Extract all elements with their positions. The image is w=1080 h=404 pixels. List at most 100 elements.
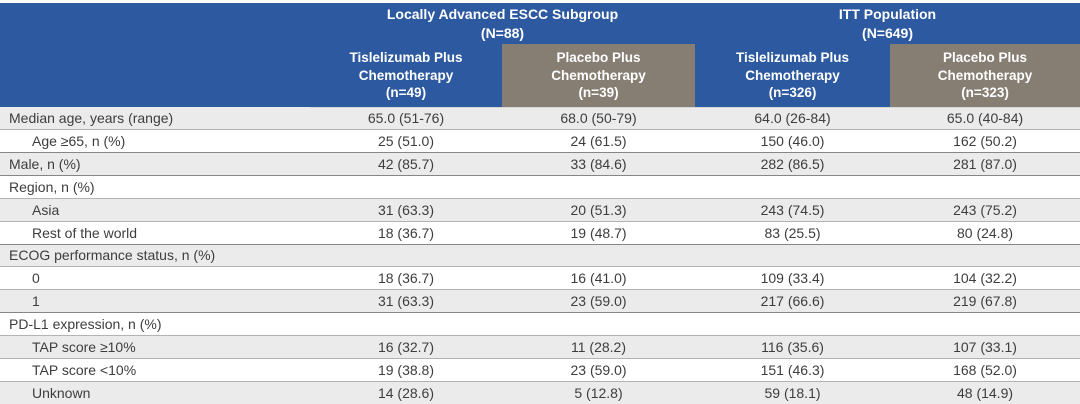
cell-value: 20 (51.3) (502, 197, 696, 222)
cell-value: 162 (50.2) (890, 129, 1080, 153)
cell-value: 19 (48.7) (502, 220, 696, 245)
column-label: Tislelizumab Plus Chemotherapy (735, 50, 850, 83)
row-label: Asia (0, 197, 310, 222)
cell-value: 217 (66.6) (695, 289, 891, 313)
column-n: (n=49) (385, 84, 427, 100)
cell-value: 243 (74.5) (695, 197, 891, 222)
cell-value: 104 (32.2) (890, 266, 1080, 290)
cell-value: 243 (75.2) (890, 197, 1080, 222)
cell-value: 31 (63.3) (310, 197, 502, 222)
cell-value: 48 (14.9) (890, 380, 1080, 404)
group-label: Locally Advanced ESCC Subgroup (386, 5, 619, 22)
table-row-tap-unknown: Unknown 14 (28.6) 5 (12.8) 59 (18.1) 48 … (0, 380, 1080, 404)
table-row-median-age: Median age, years (range) 65.0 (51-76) 6… (0, 107, 1080, 130)
table-row-age-ge-65: Age ≥65, n (%) 25 (51.0) 24 (61.5) 150 (… (0, 129, 1080, 153)
table-header: Locally Advanced ESCC Subgroup (N=88) IT… (0, 3, 1080, 108)
column-label: Placebo Plus Chemotherapy (551, 50, 646, 83)
cell-value: 151 (46.3) (695, 357, 891, 382)
row-label: Age ≥65, n (%) (0, 129, 310, 153)
cell-value: 219 (67.8) (890, 289, 1080, 313)
cell-value (502, 175, 696, 199)
cell-value (310, 175, 502, 199)
corner-cell (0, 3, 310, 107)
row-label: PD-L1 expression, n (%) (0, 312, 310, 336)
group-header-itt-population: ITT Population (N=649) (695, 3, 1080, 44)
cell-value: 83 (25.5) (695, 220, 891, 245)
cell-value: 11 (28.2) (502, 334, 696, 359)
row-label: TAP score <10% (0, 357, 310, 382)
cell-value: 14 (28.6) (310, 380, 502, 404)
row-label: Median age, years (range) (9, 110, 174, 127)
cell-value: 31 (63.3) (310, 289, 502, 313)
cell-value: 80 (24.8) (890, 220, 1080, 245)
table-row-ecog-status: ECOG performance status, n (%) (0, 243, 1080, 267)
cell-value: 18 (36.7) (310, 266, 502, 290)
cell-value: 25 (51.0) (310, 129, 502, 153)
table-row-rest-of-world: Rest of the world 18 (36.7) 19 (48.7) 83… (0, 220, 1080, 245)
cell-value: 64.0 (26-84) (754, 110, 831, 127)
group-n: (N=88) (480, 24, 525, 41)
cell-value: 150 (46.0) (695, 129, 891, 153)
table-body: Median age, years (range) 65.0 (51-76) 6… (0, 107, 1080, 404)
table-row-tap-ge-10: TAP score ≥10% 16 (32.7) 11 (28.2) 116 (… (0, 334, 1080, 359)
group-n: (N=649) (862, 24, 913, 41)
cell-value: 168 (52.0) (890, 357, 1080, 382)
cell-value: 281 (87.0) (890, 152, 1080, 176)
cell-value (502, 243, 696, 267)
cell-value: 107 (33.1) (890, 334, 1080, 359)
cell-value: 65.0 (40-84) (946, 110, 1024, 127)
column-header-placebo-itt: Placebo Plus Chemotherapy (n=323) (890, 44, 1080, 108)
table-row-ecog-0: 0 18 (36.7) 16 (41.0) 109 (33.4) 104 (32… (0, 266, 1080, 290)
row-label: ECOG performance status, n (%) (0, 243, 310, 267)
cell-value (890, 243, 1080, 267)
column-n: (n=326) (768, 84, 817, 100)
table-row-male: Male, n (%) 42 (85.7) 33 (84.6) 282 (86.… (0, 152, 1080, 176)
group-label: ITT Population (838, 5, 937, 22)
cell-value: 23 (59.0) (502, 289, 696, 313)
cell-value: 109 (33.4) (695, 266, 891, 290)
cell-value (695, 312, 891, 336)
cell-value: 19 (38.8) (310, 357, 502, 382)
cell-value: 24 (61.5) (502, 129, 696, 153)
cell-value (310, 243, 502, 267)
table-row-asia: Asia 31 (63.3) 20 (51.3) 243 (74.5) 243 … (0, 197, 1080, 222)
table-row-region: Region, n (%) (0, 175, 1080, 199)
row-label: Rest of the world (0, 220, 310, 245)
cell-value (695, 243, 891, 267)
cell-value: 59 (18.1) (695, 380, 891, 404)
row-label: Region, n (%) (0, 175, 310, 199)
column-label: Placebo Plus Chemotherapy (937, 50, 1033, 83)
row-label: Unknown (0, 380, 310, 404)
column-n: (n=323) (961, 84, 1009, 100)
table-row-pdl1-expression: PD-L1 expression, n (%) (0, 312, 1080, 336)
row-label: 1 (0, 289, 310, 313)
cell-value: 65.0 (51-76) (367, 110, 445, 127)
column-header-placebo-escc: Placebo Plus Chemotherapy (n=39) (502, 44, 696, 108)
cell-value (890, 312, 1080, 336)
row-label: 0 (0, 266, 310, 290)
cell-value: 18 (36.7) (310, 220, 502, 245)
cell-value: 68.0 (50-79) (560, 110, 637, 127)
cell-value: 5 (12.8) (502, 380, 696, 404)
row-label: Male, n (%) (0, 152, 310, 176)
column-header-tislelizumab-escc: Tislelizumab Plus Chemotherapy (n=49) (310, 44, 502, 108)
table-row-tap-lt-10: TAP score <10% 19 (38.8) 23 (59.0) 151 (… (0, 357, 1080, 382)
column-header-row: Tislelizumab Plus Chemotherapy (n=49) Pl… (0, 44, 1080, 108)
baseline-characteristics-table: Locally Advanced ESCC Subgroup (N=88) IT… (0, 3, 1080, 404)
cell-value (502, 312, 696, 336)
cell-value (695, 175, 891, 199)
column-n: (n=39) (578, 84, 619, 100)
cell-value: 282 (86.5) (695, 152, 891, 176)
cell-value: 16 (32.7) (310, 334, 502, 359)
row-label: TAP score ≥10% (0, 334, 310, 359)
table-row-ecog-1: 1 31 (63.3) 23 (59.0) 217 (66.6) 219 (67… (0, 289, 1080, 313)
cell-value (310, 312, 502, 336)
group-header-escc-subgroup: Locally Advanced ESCC Subgroup (N=88) (310, 3, 696, 44)
cell-value: 23 (59.0) (502, 357, 696, 382)
cell-value (890, 175, 1080, 199)
cell-value: 42 (85.7) (310, 152, 502, 176)
cell-value: 116 (35.6) (695, 334, 891, 359)
cell-value: 33 (84.6) (502, 152, 696, 176)
column-header-tislelizumab-itt: Tislelizumab Plus Chemotherapy (n=326) (695, 44, 891, 108)
